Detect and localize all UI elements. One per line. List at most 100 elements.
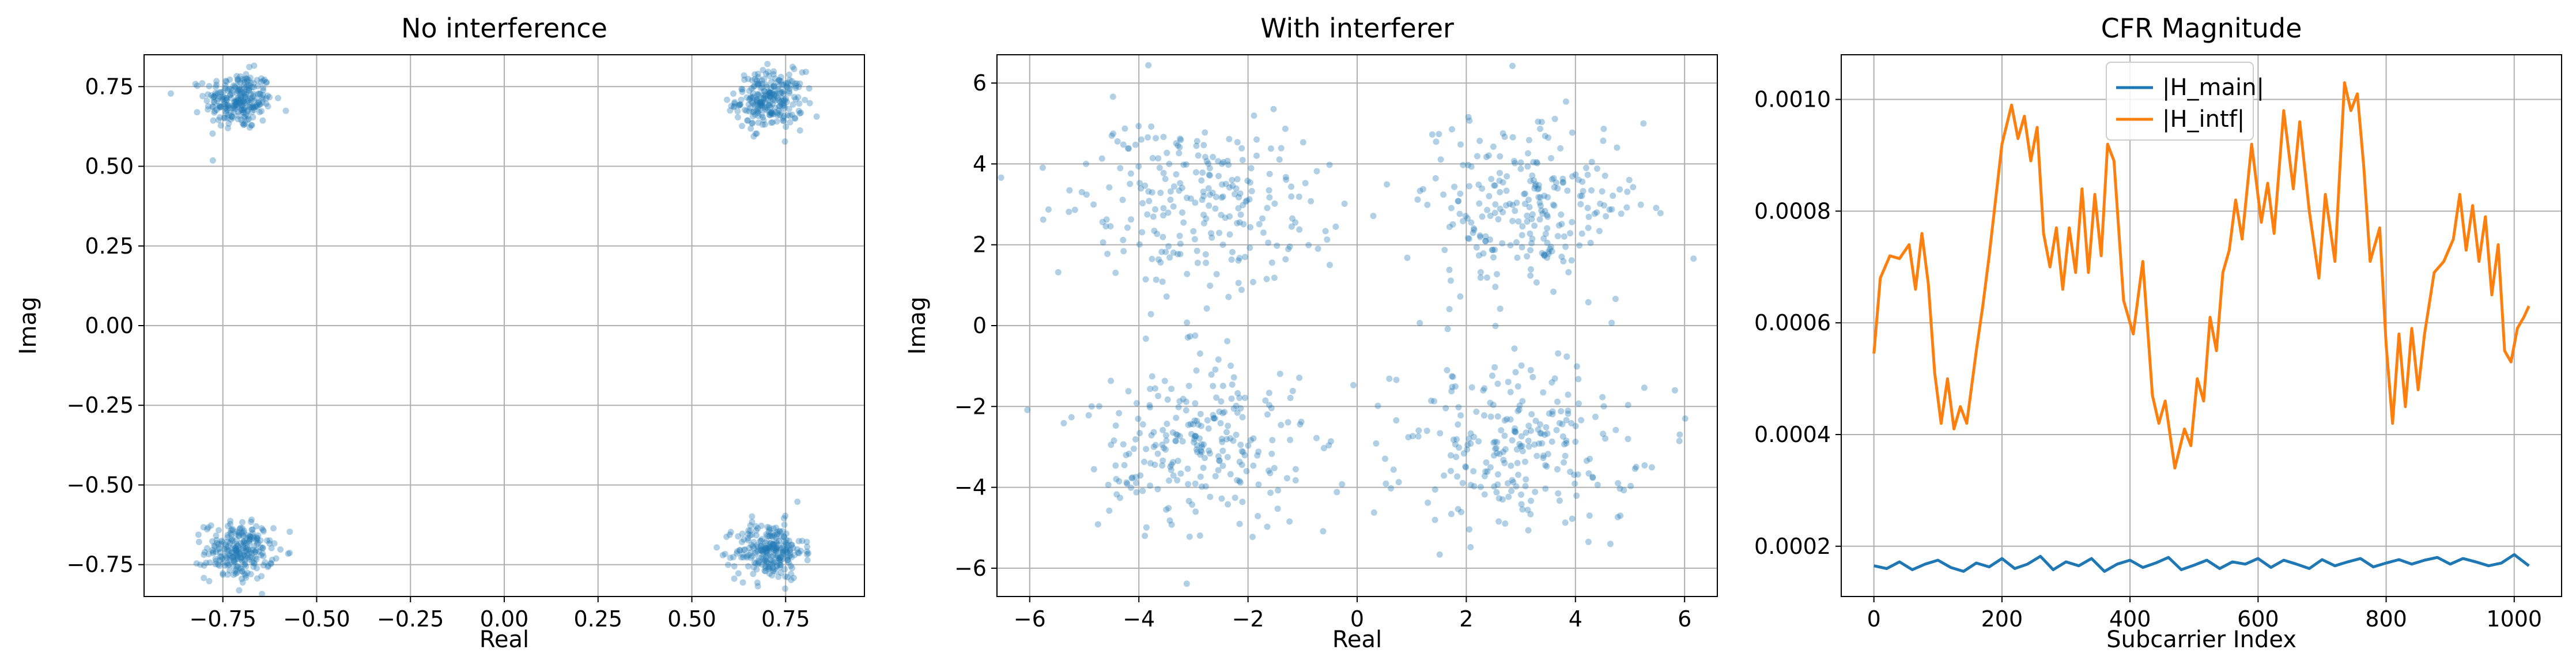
scatter-point	[791, 552, 798, 558]
scatter-point	[1184, 319, 1191, 326]
scatter-point	[1471, 433, 1477, 440]
scatter-point	[1458, 509, 1465, 515]
scatter-point	[238, 554, 245, 561]
scatter-point	[803, 548, 810, 555]
scatter-point	[1271, 200, 1278, 207]
scatter-point	[759, 81, 766, 88]
scatter-point	[770, 83, 777, 90]
scatter-point	[1657, 210, 1664, 217]
scatter-point	[1164, 396, 1171, 403]
y-axis-label: Imag	[904, 297, 931, 355]
scatter-point	[778, 100, 785, 107]
scatter-point	[1198, 448, 1205, 455]
scatter-point	[1145, 62, 1152, 69]
scatter-point	[1320, 528, 1327, 535]
scatter-point	[244, 552, 251, 558]
scatter-point	[1563, 437, 1570, 444]
scatter-point	[773, 544, 780, 551]
scatter-point	[767, 533, 774, 539]
scatter-point	[1098, 155, 1105, 162]
scatter-point	[1519, 506, 1526, 513]
scatter-point	[238, 102, 245, 109]
scatter-point	[197, 561, 204, 568]
scatter-point	[777, 112, 783, 119]
scatter-point	[1551, 375, 1558, 382]
scatter-point	[241, 561, 248, 568]
scatter-point	[1494, 471, 1501, 478]
scatter-point	[770, 525, 777, 532]
scatter-point	[232, 547, 239, 554]
scatter-point	[1514, 407, 1521, 414]
scatter-point	[1559, 433, 1566, 440]
scatter-point	[779, 528, 786, 535]
scatter-point	[239, 99, 245, 106]
scatter-point	[1476, 138, 1483, 144]
scatter-point	[1404, 254, 1411, 261]
scatter-point	[1578, 417, 1585, 424]
scatter-point	[1254, 452, 1261, 459]
scatter-point	[235, 563, 241, 570]
scatter-point	[1180, 219, 1187, 226]
scatter-point	[1225, 161, 1232, 168]
scatter-point	[762, 531, 769, 538]
scatter-point	[1156, 164, 1163, 171]
scatter-point	[739, 551, 746, 558]
scatter-point	[766, 73, 773, 80]
scatter-point	[1193, 247, 1200, 254]
scatter-point	[745, 552, 752, 558]
scatter-point	[286, 528, 293, 535]
scatter-point	[243, 71, 250, 78]
scatter-point	[759, 84, 766, 91]
scatter-point	[1541, 252, 1548, 259]
scatter-point	[1626, 176, 1633, 183]
scatter-point	[1105, 481, 1112, 488]
scatter-point	[1240, 221, 1247, 228]
scatter-point	[1455, 198, 1461, 205]
scatter-point	[776, 556, 783, 562]
scatter-point	[769, 111, 776, 118]
scatter-point	[1509, 134, 1516, 141]
scatter-point	[1482, 237, 1489, 244]
scatter-point	[239, 102, 245, 109]
scatter-point	[1516, 441, 1523, 448]
scatter-point	[1523, 429, 1529, 436]
scatter-point	[1476, 200, 1483, 207]
scatter-point	[248, 97, 255, 104]
scatter-point	[1288, 183, 1295, 190]
scatter-point	[258, 525, 265, 532]
scatter-point	[1219, 439, 1226, 446]
scatter-point	[1533, 158, 1540, 165]
scatter-point	[1553, 426, 1560, 433]
scatter-point	[1522, 190, 1528, 197]
scatter-point	[224, 560, 231, 567]
scatter-point	[210, 93, 217, 100]
scatter-point	[779, 545, 786, 552]
scatter-point	[1490, 144, 1497, 150]
scatter-point	[1561, 459, 1567, 466]
scatter-point	[1489, 372, 1495, 379]
scatter-point	[241, 114, 248, 121]
scatter-point	[1226, 231, 1233, 238]
scatter-point	[1210, 411, 1217, 418]
scatter-point	[1339, 481, 1346, 488]
scatter-point	[1449, 126, 1455, 133]
scatter-point	[1325, 442, 1332, 449]
scatter-point	[783, 99, 790, 105]
scatter-point	[754, 70, 761, 77]
scatter-point	[254, 101, 260, 108]
scatter-point	[765, 92, 772, 99]
scatter-point	[1179, 438, 1186, 445]
scatter-point	[772, 545, 779, 552]
scatter-point	[225, 562, 231, 569]
scatter-point	[766, 526, 773, 533]
scatter-point	[753, 108, 760, 115]
scatter-point	[743, 107, 750, 114]
scatter-point	[1190, 228, 1197, 235]
scatter-point	[269, 556, 275, 563]
scatter-point	[782, 97, 788, 104]
scatter-point	[1202, 251, 1209, 258]
scatter-point	[1452, 441, 1459, 448]
scatter-point	[755, 74, 762, 81]
scatter-point	[253, 556, 260, 562]
scatter-point	[750, 90, 757, 97]
